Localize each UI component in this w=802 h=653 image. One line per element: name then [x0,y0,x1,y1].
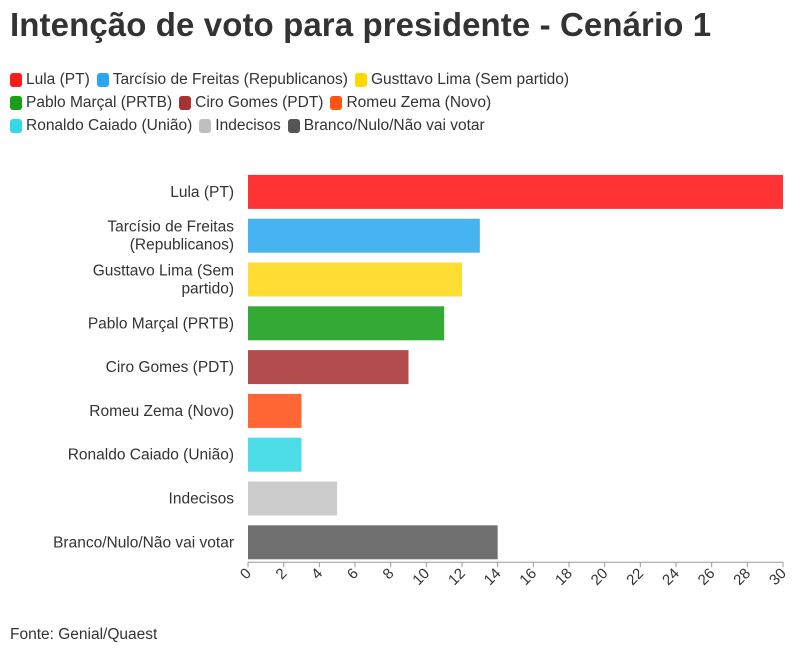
legend-label: Tarcísio de Freitas (Republicanos) [112,70,348,88]
category-label: Gusttavo Lima (Sem partido) [93,263,234,298]
x-tick-label: 2 [273,565,291,583]
category-label: Ciro Gomes (PDT) [106,359,234,376]
legend-swatch [10,95,22,110]
legend-label: Lula (PT) [26,70,90,88]
legend-label: Ronaldo Caiado (União) [26,116,193,134]
legend-item: Romeu Zema (Novo) [330,94,491,112]
legend-item: Tarcísio de Freitas (Republicanos) [96,70,348,89]
bar [248,393,302,428]
legend-item: Pablo Marçal (PRTB) [10,94,172,112]
x-tick-label: 16 [516,565,540,589]
bar [248,437,302,472]
legend-item: Ronaldo Caiado (União) [10,117,192,135]
legend-item: Ciro Gomes (PDT) [179,94,323,112]
legend-item: Lula (PT) [10,71,90,89]
legend-label: Romeu Zema (Novo) [346,93,492,111]
category-label: Pablo Marçal (PRTB) [88,315,234,332]
category-label: Lula (PT) [170,184,234,201]
legend-swatch [179,95,192,110]
x-tick-label: 22 [623,565,647,589]
legend-swatch [330,95,343,110]
legend-swatch [199,118,212,133]
legend-label: Indecisos [215,116,281,134]
legend-swatch [96,72,109,87]
category-label: Indecisos [169,491,235,508]
x-tick-label: 0 [237,565,255,583]
x-tick-label: 28 [730,565,754,589]
category-label: Romeu Zema (Novo) [89,403,234,420]
x-tick-label: 18 [552,565,576,589]
x-tick-label: 26 [695,565,719,589]
legend-item: Branco/Nulo/Não vai votar [287,116,485,135]
category-label: Tarcísio de Freitas (Republicanos) [107,219,234,254]
bar [248,218,480,253]
bar [248,174,783,209]
bar [248,262,462,297]
x-tick-label: 24 [659,565,683,589]
x-tick-label: 20 [588,565,612,589]
legend-label: Gusttavo Lima (Sem partido) [370,70,570,88]
x-tick-label: 12 [445,565,469,589]
legend-label: Pablo Marçal (PRTB) [26,93,173,111]
x-tick-label: 10 [409,565,433,589]
category-label: Ronaldo Caiado (União) [68,447,234,464]
x-tick-label: 4 [308,565,326,583]
legend-item: Gusttavo Lima (Sem partido) [354,70,570,89]
legend-swatch [287,118,300,133]
legend-swatch [10,118,22,133]
legend-row: Ronaldo Caiado (União) Indecisos Branco/… [10,114,790,137]
x-tick-label: 6 [344,565,362,583]
x-tick-label: 8 [380,565,398,583]
legend-swatch [10,72,22,87]
legend: Lula (PT) Tarcísio de Freitas (Republica… [10,68,790,137]
chart-title: Intenção de voto para presidente - Cenár… [10,6,712,43]
bar [248,350,409,385]
legend-swatch [354,72,367,87]
x-tick-label: 14 [481,565,505,589]
bar [248,481,338,516]
legend-row: Pablo Marçal (PRTB) Ciro Gomes (PDT) Rom… [10,91,790,114]
source-note: Fonte: Genial/Quaest [10,626,158,643]
bar [248,306,445,341]
legend-label: Branco/Nulo/Não vai votar [303,116,485,134]
legend-item: Indecisos [199,116,281,135]
x-tick-label: 30 [766,565,790,589]
category-label: Branco/Nulo/Não vai votar [53,534,234,551]
bar [248,525,498,560]
legend-row: Lula (PT) Tarcísio de Freitas (Republica… [10,68,790,91]
legend-label: Ciro Gomes (PDT) [195,93,324,111]
